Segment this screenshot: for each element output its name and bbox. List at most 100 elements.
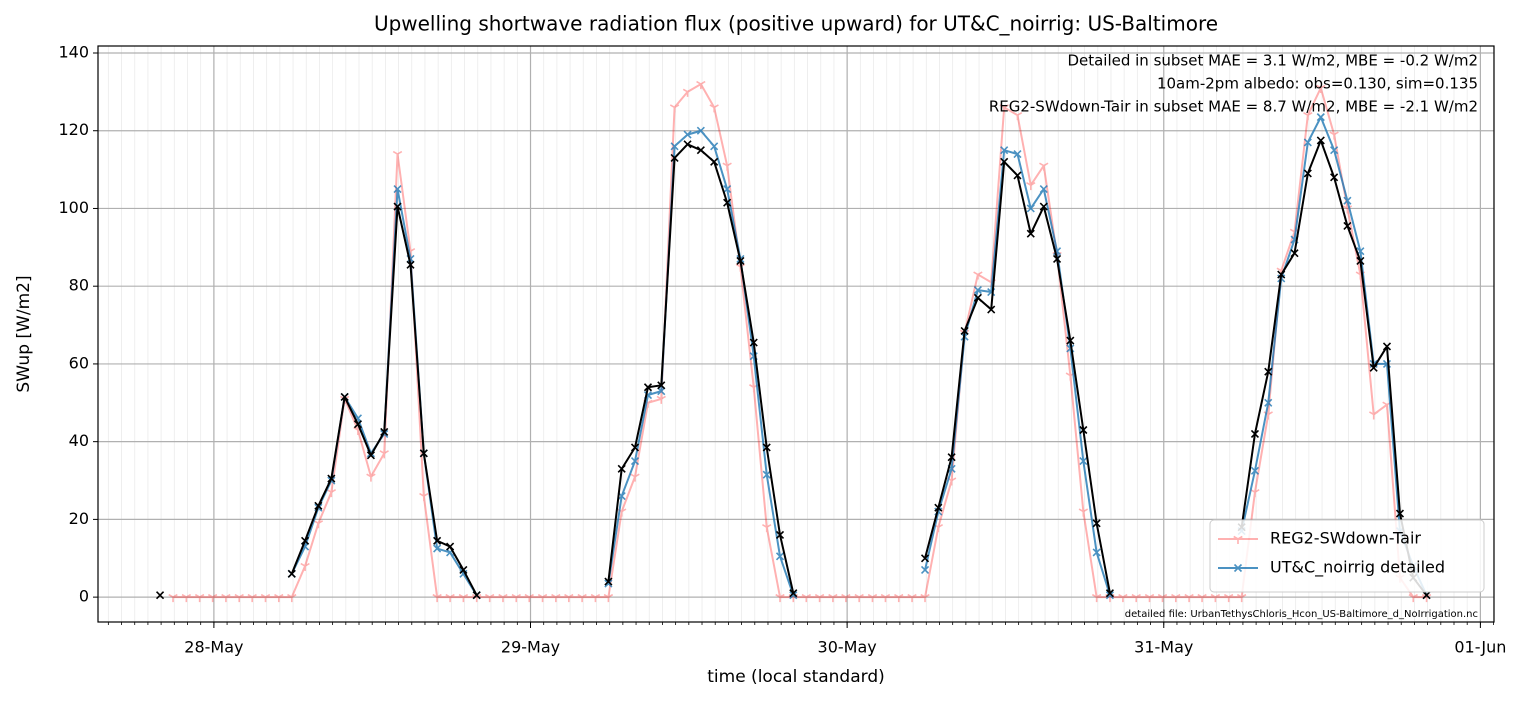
- x-tick-label: 31-May: [1134, 638, 1193, 657]
- point-marker: [221, 593, 231, 603]
- point-marker: [696, 80, 706, 90]
- point-marker: [1264, 367, 1273, 376]
- point-marker: [1250, 429, 1260, 438]
- point-marker: [723, 184, 732, 194]
- point-marker: [1039, 162, 1049, 171]
- y-tick-label: 60: [69, 353, 89, 372]
- point-marker: [379, 450, 389, 459]
- y-tick-label: 0: [79, 587, 89, 606]
- point-marker: [433, 536, 442, 545]
- point-marker: [1000, 146, 1009, 155]
- x-axis-label: time (local standard): [707, 667, 885, 687]
- point-marker: [1105, 589, 1114, 598]
- point-marker: [1052, 254, 1062, 264]
- y-tick-label: 20: [69, 509, 89, 528]
- point-marker: [537, 593, 548, 603]
- point-marker: [973, 293, 982, 302]
- point-marker: [1356, 256, 1365, 265]
- y-tick-label: 100: [58, 198, 89, 217]
- point-marker: [999, 104, 1009, 113]
- point-marker: [194, 593, 205, 603]
- point-marker: [1223, 593, 1234, 603]
- point-marker: [683, 140, 692, 149]
- plot-frame: [97, 45, 1495, 623]
- point-marker: [682, 88, 693, 97]
- point-marker: [762, 523, 772, 533]
- point-marker: [657, 387, 666, 396]
- annotation: REG2-SWdown-Tair in subset MAE = 8.7 W/m…: [989, 98, 1478, 116]
- point-marker: [274, 593, 284, 603]
- point-marker: [670, 153, 679, 163]
- point-marker: [393, 202, 402, 211]
- point-marker: [630, 457, 640, 466]
- point-marker: [604, 579, 613, 588]
- point-marker: [775, 593, 785, 603]
- point-marker: [353, 420, 363, 429]
- point-marker: [710, 157, 719, 166]
- point-marker: [1277, 270, 1286, 279]
- point-marker: [907, 593, 917, 603]
- footnote: detailed file: UrbanTethysChloris_Hcon_U…: [1125, 609, 1478, 620]
- point-marker: [380, 427, 389, 437]
- point-marker: [960, 326, 969, 335]
- y-tick-label: 40: [69, 431, 89, 450]
- legend-entry: [1218, 535, 1258, 544]
- point-marker: [445, 593, 455, 603]
- point-marker: [1131, 593, 1141, 603]
- point-marker: [1078, 508, 1089, 517]
- point-marker: [1157, 593, 1168, 603]
- point-marker: [1039, 202, 1048, 211]
- y-tick-label: 80: [69, 276, 89, 295]
- point-marker: [1197, 593, 1207, 603]
- point-marker: [1000, 157, 1009, 166]
- x-tick-label: 30-May: [818, 638, 877, 657]
- point-marker: [814, 593, 825, 603]
- point-marker: [880, 593, 891, 603]
- point-marker: [366, 451, 375, 460]
- point-marker: [300, 562, 310, 572]
- point-marker: [630, 473, 640, 482]
- point-marker: [683, 130, 692, 139]
- point-marker: [749, 338, 758, 347]
- point-marker: [604, 577, 613, 586]
- point-marker: [301, 536, 310, 545]
- point-marker: [1066, 336, 1075, 345]
- point-marker: [260, 593, 271, 603]
- point-marker: [1091, 593, 1102, 603]
- point-marker: [1171, 593, 1181, 603]
- annotation: 10am-2pm albedo: obs=0.130, sim=0.135: [1157, 75, 1478, 93]
- point-marker: [1316, 84, 1326, 93]
- point-marker: [1012, 111, 1023, 121]
- point-marker: [393, 184, 402, 194]
- point-marker: [181, 593, 192, 603]
- point-marker: [1303, 138, 1312, 147]
- point-marker: [696, 146, 705, 155]
- point-marker: [657, 381, 666, 390]
- point-marker: [433, 544, 442, 553]
- point-marker: [828, 593, 838, 603]
- point-marker: [1329, 131, 1339, 140]
- point-marker: [247, 593, 257, 603]
- point-marker: [1026, 204, 1035, 213]
- point-marker: [1369, 363, 1378, 372]
- point-marker: [432, 593, 442, 603]
- point-marker: [973, 271, 983, 280]
- point-marker: [234, 593, 244, 603]
- point-marker: [1316, 113, 1325, 122]
- y-axis-label: SWup [W/m2]: [14, 275, 34, 392]
- point-marker: [775, 552, 785, 561]
- point-marker: [1092, 548, 1101, 557]
- point-marker: [287, 593, 297, 603]
- point-marker: [762, 443, 771, 452]
- point-marker: [920, 565, 930, 574]
- point-marker: [366, 473, 376, 482]
- point-marker: [1343, 221, 1352, 231]
- point-marker: [722, 162, 732, 171]
- point-marker: [406, 260, 415, 269]
- point-marker: [1264, 398, 1273, 407]
- point-marker: [1184, 593, 1194, 603]
- series-line: [173, 83, 1427, 599]
- point-marker: [1290, 249, 1299, 258]
- legend-marker: [1233, 563, 1243, 573]
